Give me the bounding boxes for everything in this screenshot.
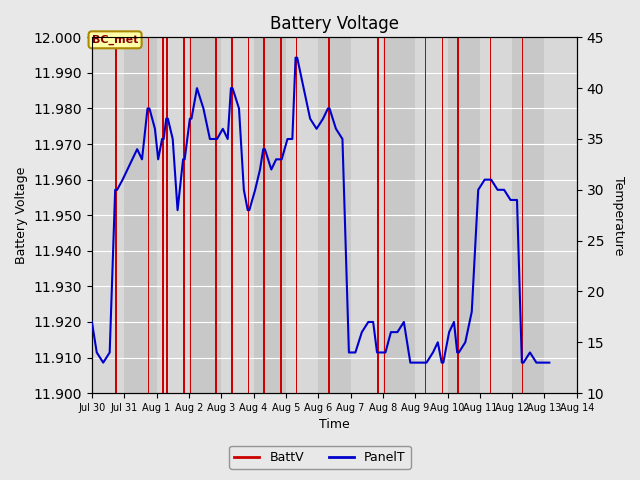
Y-axis label: Temperature: Temperature	[612, 176, 625, 255]
Bar	[377, 37, 379, 393]
Bar	[383, 37, 415, 393]
Bar	[147, 37, 150, 393]
Bar	[522, 37, 524, 393]
Bar	[253, 37, 286, 393]
Title: Battery Voltage: Battery Voltage	[270, 15, 399, 33]
Bar	[328, 37, 330, 393]
Bar	[263, 37, 265, 393]
Bar	[512, 37, 545, 393]
Legend: BattV, PanelT: BattV, PanelT	[229, 446, 411, 469]
Bar	[162, 37, 164, 393]
Bar	[124, 37, 157, 393]
Bar	[296, 37, 297, 393]
Bar	[318, 37, 351, 393]
Bar	[442, 37, 444, 393]
Bar	[457, 37, 459, 393]
Bar	[183, 37, 185, 393]
Bar	[248, 37, 250, 393]
Text: BC_met: BC_met	[92, 35, 138, 45]
Bar	[447, 37, 480, 393]
Bar	[280, 37, 282, 393]
Bar	[115, 37, 117, 393]
Bar	[189, 37, 221, 393]
Bar	[216, 37, 217, 393]
Bar	[490, 37, 491, 393]
Bar	[190, 37, 191, 393]
Bar	[425, 37, 426, 393]
Y-axis label: Battery Voltage: Battery Voltage	[15, 167, 28, 264]
X-axis label: Time: Time	[319, 419, 349, 432]
Bar	[231, 37, 232, 393]
Bar	[384, 37, 385, 393]
Bar	[166, 37, 168, 393]
